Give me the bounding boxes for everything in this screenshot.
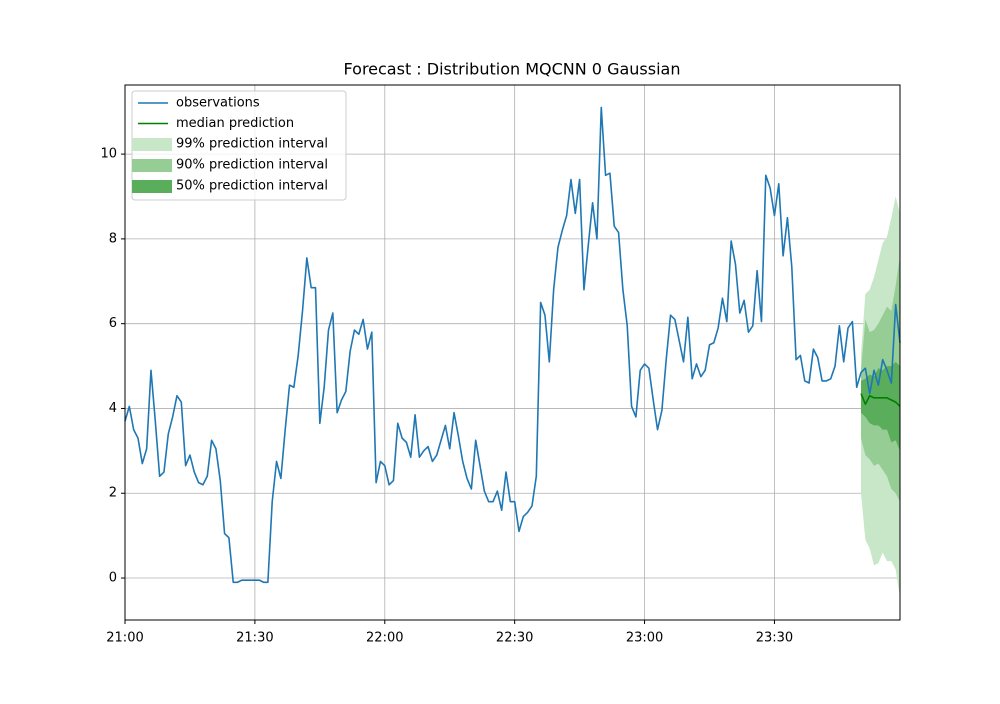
legend-label: median prediction bbox=[176, 116, 294, 131]
y-tick-label: 6 bbox=[109, 316, 117, 331]
plot-area bbox=[124, 106, 901, 598]
chart-title: Forecast : Distribution MQCNN 0 Gaussian bbox=[344, 60, 681, 79]
series-line bbox=[860, 393, 901, 407]
y-tick-label: 0 bbox=[109, 571, 117, 586]
legend-label: 99% prediction interval bbox=[176, 137, 328, 152]
y-tick-label: 8 bbox=[109, 231, 117, 246]
legend-swatch bbox=[132, 159, 172, 172]
legend-label: observations bbox=[176, 96, 260, 111]
legend-label: 50% prediction interval bbox=[176, 179, 328, 194]
legend: observations median prediction 99% predict… bbox=[132, 96, 328, 194]
x-tick-label: 21:30 bbox=[236, 631, 273, 646]
y-tick-label: 4 bbox=[109, 401, 117, 416]
x-tick-label: 22:00 bbox=[366, 631, 403, 646]
legend-swatch bbox=[132, 138, 172, 151]
y-tick-label: 10 bbox=[100, 147, 117, 162]
y-tick-label: 2 bbox=[109, 486, 117, 501]
axes-frame bbox=[124, 84, 901, 621]
legend-swatch bbox=[132, 180, 172, 193]
series-line bbox=[124, 106, 901, 584]
x-tick-label: 23:30 bbox=[756, 631, 793, 646]
axes: 21:00 21:30 22:00 22:30 23:00 23:30 0 2 4 6 8 10 bbox=[100, 147, 793, 646]
x-tick-label: 23:00 bbox=[626, 631, 663, 646]
legend-label: 90% prediction interval bbox=[176, 158, 328, 173]
x-tick-label: 21:00 bbox=[106, 631, 143, 646]
x-tick-label: 22:30 bbox=[496, 631, 533, 646]
